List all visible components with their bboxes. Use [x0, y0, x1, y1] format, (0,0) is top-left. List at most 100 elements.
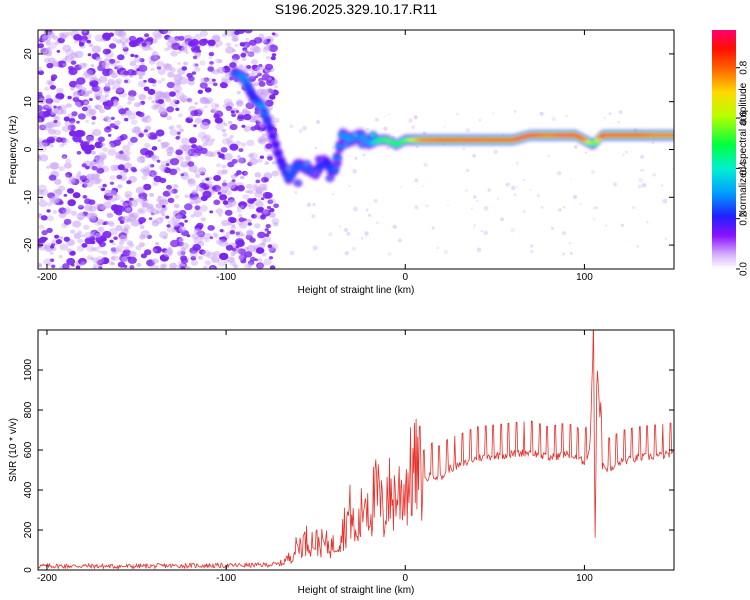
noise-dot — [215, 208, 224, 215]
noise-dot — [108, 189, 117, 197]
y-tick-label: 0 — [23, 146, 34, 152]
noise-dot — [167, 71, 175, 78]
noise-dot — [95, 104, 103, 111]
noise-dot — [265, 55, 271, 60]
noise-speck — [473, 195, 477, 199]
noise-dot — [245, 183, 253, 190]
noise-dot — [128, 90, 137, 97]
noise-dot — [54, 178, 62, 185]
noise-dot — [147, 96, 153, 101]
noise-dot — [76, 77, 86, 85]
noise-dot — [189, 250, 199, 258]
noise-dot — [122, 249, 131, 257]
noise-dot — [218, 239, 228, 247]
noise-dot — [184, 203, 193, 211]
noise-dot — [108, 70, 115, 75]
noise-dot — [153, 102, 162, 110]
noise-dot — [138, 208, 144, 214]
noise-dot — [248, 204, 255, 210]
noise-dot — [125, 207, 132, 212]
noise-dot — [219, 252, 229, 261]
noise-dot — [238, 157, 246, 164]
noise-dot — [167, 45, 173, 51]
noise-dot — [76, 212, 86, 220]
noise-dot — [194, 67, 201, 72]
noise-dot — [258, 129, 263, 133]
noise-dot — [152, 172, 157, 176]
ridge-cell — [257, 104, 267, 109]
ridge-cell — [265, 125, 275, 131]
noise-dot — [150, 164, 155, 168]
noise-dot — [196, 222, 204, 229]
noise-speck — [636, 245, 640, 248]
noise-dot — [155, 203, 162, 209]
noise-dot — [215, 123, 224, 131]
noise-dot — [38, 141, 44, 147]
x-tick-label: -200 — [37, 573, 57, 584]
noise-dot — [231, 224, 236, 227]
noise-dot — [213, 251, 220, 257]
noise-dot — [251, 59, 258, 65]
noise-dot — [193, 170, 199, 174]
noise-dot — [111, 86, 116, 90]
noise-dot — [132, 126, 141, 134]
noise-speck — [413, 115, 418, 120]
noise-dot — [127, 101, 132, 105]
ridge-blob-core — [316, 157, 322, 162]
noise-dot — [94, 203, 101, 210]
noise-dot — [38, 200, 48, 208]
noise-speck — [620, 223, 624, 227]
noise-dot — [155, 129, 165, 137]
noise-dot — [88, 43, 94, 47]
noise-dot — [215, 44, 219, 48]
noise-dot — [247, 218, 252, 223]
noise-dot — [59, 143, 64, 148]
noise-dot — [254, 124, 262, 131]
noise-dot — [105, 100, 114, 107]
x-tick-label: 0 — [402, 272, 408, 283]
ridge-cell — [286, 171, 297, 176]
noise-dot — [38, 66, 43, 72]
noise-dot — [140, 225, 145, 229]
noise-dot — [173, 203, 180, 209]
noise-dot — [94, 104, 100, 109]
noise-dot — [96, 203, 106, 211]
noise-dot — [82, 195, 88, 199]
noise-dot — [237, 155, 241, 158]
noise-dot — [117, 261, 126, 268]
noise-dot — [249, 158, 258, 165]
noise-dot — [257, 158, 263, 163]
noise-dot — [159, 30, 169, 35]
noise-dot — [224, 65, 229, 70]
ridge-cell — [284, 176, 294, 181]
noise-dot — [201, 250, 211, 257]
noise-speck — [354, 156, 358, 160]
noise-dot — [129, 265, 135, 269]
noise-dot — [114, 120, 121, 126]
noise-dot — [49, 251, 54, 255]
noise-dot — [222, 179, 227, 183]
noise-dot — [247, 189, 254, 195]
noise-dot — [267, 205, 271, 210]
noise-dot — [151, 146, 158, 151]
noise-speck — [530, 244, 534, 248]
noise-dot — [128, 243, 135, 248]
noise-speck — [388, 113, 390, 116]
noise-dot — [217, 188, 221, 192]
noise-dot — [174, 194, 180, 199]
noise-dot — [140, 61, 145, 65]
noise-dot — [85, 136, 95, 144]
noise-dot — [58, 207, 67, 214]
noise-dot — [86, 245, 95, 252]
noise-dot — [85, 109, 96, 117]
noise-dot — [109, 239, 114, 243]
noise-dot — [142, 115, 152, 123]
ridge-blob-core — [334, 161, 340, 166]
noise-speck — [591, 169, 595, 174]
noise-dot — [84, 237, 94, 245]
noise-speck — [387, 252, 392, 256]
noise-dot — [162, 30, 173, 35]
noise-dot — [72, 96, 80, 103]
noise-dot — [105, 48, 112, 54]
noise-dot — [180, 258, 189, 264]
